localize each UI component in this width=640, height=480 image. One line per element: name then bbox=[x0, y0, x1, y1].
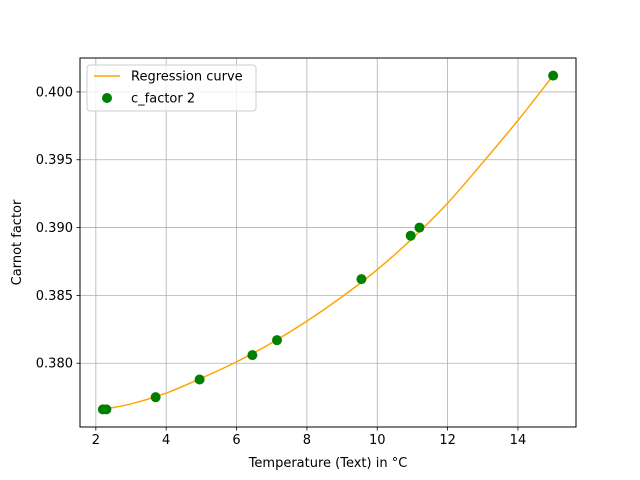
x-tick-label: 14 bbox=[510, 433, 527, 448]
x-tick-label: 6 bbox=[232, 433, 240, 448]
x-tick-label: 10 bbox=[369, 433, 386, 448]
scatter-point bbox=[548, 70, 559, 81]
scatter-point bbox=[356, 274, 367, 285]
y-tick-label: 0.400 bbox=[36, 85, 73, 100]
y-tick-label: 0.380 bbox=[36, 357, 73, 372]
legend-marker-swatch bbox=[102, 93, 112, 103]
legend-label-regression-curve: Regression curve bbox=[131, 70, 243, 85]
scatter-point bbox=[247, 350, 258, 361]
scatter-point bbox=[414, 222, 425, 233]
x-tick-label: 8 bbox=[303, 433, 311, 448]
axis-ticks: 2 4 6 8 10 12 14 0.380 0.385 0.390 0.395 0.400 bbox=[36, 85, 526, 448]
axes-frame bbox=[79, 57, 577, 428]
x-tick-label: 2 bbox=[92, 433, 100, 448]
plot-series bbox=[97, 70, 559, 415]
x-tick-label: 12 bbox=[439, 433, 456, 448]
scatter-point bbox=[405, 230, 416, 241]
legend-box bbox=[86, 64, 257, 112]
scatter-point bbox=[194, 374, 205, 385]
regression-curve-line bbox=[102, 75, 554, 411]
y-axis-label: Carnot factor bbox=[10, 199, 25, 285]
grid bbox=[80, 58, 576, 427]
y-tick-label: 0.390 bbox=[36, 221, 73, 236]
scatter-point bbox=[101, 404, 112, 415]
x-axis-label: Temperature (Text) in °C bbox=[248, 456, 408, 471]
legend-label-c-factor-2: c_factor 2 bbox=[131, 92, 195, 107]
y-tick-label: 0.395 bbox=[36, 153, 73, 168]
y-tick-label: 0.385 bbox=[36, 289, 73, 304]
scatter-point bbox=[271, 335, 282, 346]
x-tick-label: 4 bbox=[162, 433, 170, 448]
legend: Regression curve c_factor 2 bbox=[86, 64, 257, 112]
scatter-point bbox=[150, 392, 161, 403]
